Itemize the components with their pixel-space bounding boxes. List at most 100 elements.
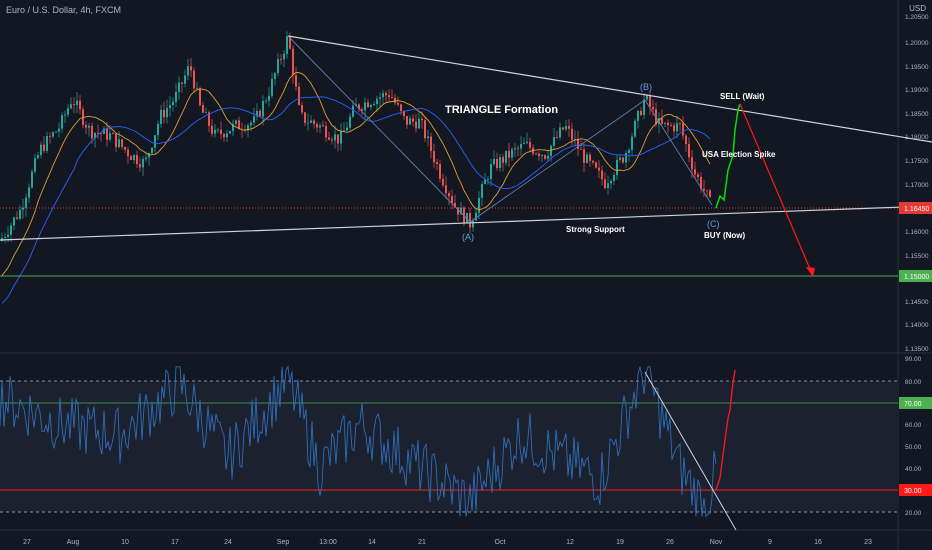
candle-body — [502, 157, 504, 163]
candle-body — [427, 136, 429, 139]
rsi-30-badge-label: 30.00 — [904, 488, 922, 495]
currency-label[interactable]: USD — [909, 4, 926, 13]
candle-body — [67, 108, 69, 115]
candle-body — [103, 128, 105, 134]
time-tick-label: 24 — [224, 539, 232, 546]
upper-trendline[interactable] — [287, 35, 932, 143]
candle-body — [211, 125, 213, 134]
candle-body — [340, 131, 342, 144]
candle-body — [442, 178, 444, 186]
time-tick-label: 17 — [171, 539, 179, 546]
candle-body — [34, 158, 36, 172]
rsi-trendline[interactable] — [644, 371, 737, 531]
time-tick-label: Aug — [67, 539, 80, 546]
candle-body — [64, 114, 66, 116]
candle-body — [238, 120, 240, 130]
candle-body — [598, 167, 600, 171]
candle-body — [88, 125, 90, 128]
time-tick-label: 9 — [768, 539, 772, 546]
candle-body — [265, 100, 267, 102]
candle-body — [526, 141, 528, 143]
candle-body — [379, 97, 381, 99]
candle-body — [169, 104, 171, 109]
candle-body — [232, 123, 234, 131]
candle-body — [565, 125, 567, 130]
sell-label: SELL (Wait) — [720, 92, 765, 101]
price-tick-label: 1.18000 — [905, 134, 929, 141]
time-axis[interactable]: 27 Aug 10 17 24 Sep 13:00 14 21 Oct 12 19 26 Nov 9 16 23 — [23, 539, 872, 546]
candle-body — [478, 197, 480, 213]
current-price-badge — [899, 202, 932, 214]
candle-body — [559, 127, 561, 138]
candle-body — [94, 132, 96, 139]
candle-body — [295, 75, 297, 87]
candle-body — [682, 123, 684, 136]
wave-abc-lines[interactable] — [287, 35, 713, 223]
candle-body — [628, 149, 630, 153]
candle-body — [127, 149, 129, 157]
current-price-badge-label: 1.16450 — [904, 206, 929, 213]
candle-body — [130, 156, 132, 161]
candle-body — [205, 112, 207, 114]
candle-body — [301, 105, 303, 113]
price-tick-label: 1.17000 — [905, 182, 929, 189]
candle-body — [97, 132, 99, 134]
price-axis[interactable]: 1.20500 1.20000 1.19500 1.19000 1.18500 1.180… — [905, 14, 929, 353]
candle-body — [709, 190, 711, 197]
rsi-tick-label: 60.00 — [905, 422, 922, 429]
candle-body — [445, 185, 447, 194]
candle-body — [148, 153, 150, 158]
candle-body — [481, 184, 483, 198]
candle-body — [70, 104, 72, 109]
candle-body — [250, 122, 252, 126]
candle-body — [208, 112, 210, 126]
candle-body — [592, 160, 594, 163]
candle-body — [553, 136, 555, 146]
candle-body — [229, 130, 231, 134]
candle-body — [580, 148, 582, 150]
time-tick-label: 19 — [616, 539, 624, 546]
candle-body — [373, 104, 375, 106]
candle-body — [160, 109, 162, 124]
symbol-title[interactable]: Euro / U.S. Dollar, 4h, FXCM — [6, 5, 122, 15]
candle-body — [697, 174, 699, 177]
time-tick-label: 14 — [368, 539, 376, 546]
lower-trendline[interactable] — [0, 205, 932, 241]
candle-body — [406, 116, 408, 125]
candle-body — [661, 118, 663, 124]
candle-body — [520, 143, 522, 149]
rsi-tick-label: 40.00 — [905, 466, 922, 473]
price-tick-label: 1.16000 — [905, 229, 929, 236]
candle-body — [388, 95, 390, 98]
candle-body — [190, 66, 192, 71]
candle-body — [19, 209, 21, 219]
projection-arrowhead — [806, 267, 815, 277]
rsi-band — [0, 381, 898, 512]
candle-body — [82, 109, 84, 125]
candle-body — [415, 121, 417, 129]
candle-body — [154, 135, 156, 148]
candle-body — [73, 104, 75, 106]
candle-body — [679, 123, 681, 125]
candle-body — [706, 190, 708, 192]
candle-body — [184, 75, 186, 84]
candle-body — [517, 148, 519, 150]
candle-body — [547, 155, 549, 159]
candle-body — [58, 128, 60, 132]
candle-body — [508, 150, 510, 158]
candle-body — [496, 158, 498, 169]
candle-body — [313, 120, 315, 124]
candle-body — [370, 105, 372, 108]
candle-body — [100, 133, 102, 135]
candle-body — [703, 188, 705, 191]
candle-body — [115, 133, 117, 148]
candle-body — [583, 149, 585, 164]
candle-body — [280, 59, 282, 61]
rsi-tick-label: 20.00 — [905, 510, 922, 517]
candle-body — [535, 153, 537, 155]
time-tick-label: Sep — [277, 539, 290, 546]
time-tick-label: Nov — [710, 539, 723, 546]
buy-label: BUY (Now) — [704, 231, 746, 240]
candle-body — [460, 207, 462, 215]
